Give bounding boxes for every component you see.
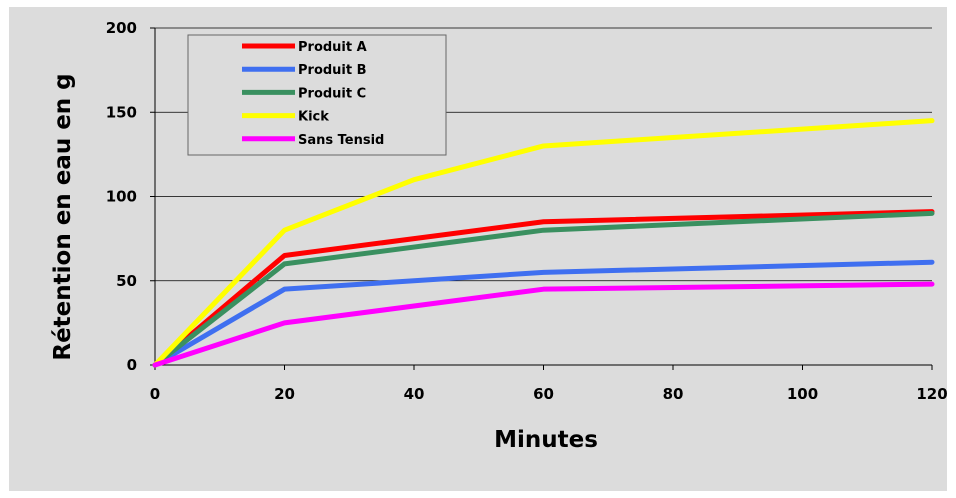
x-axis-title: Minutes <box>494 427 598 453</box>
legend-label-2: Produit C <box>298 86 366 101</box>
legend-label-4: Sans Tensid <box>298 133 384 148</box>
x-tick-label-4: 80 <box>663 385 684 403</box>
x-tick-label-6: 120 <box>916 385 947 403</box>
legend-box <box>187 34 447 156</box>
legend: Produit A Produit B Produit C Kick Sans Tens… <box>187 34 447 156</box>
x-tick-label-5: 100 <box>787 385 818 403</box>
x-tick-label-0: 0 <box>150 385 160 403</box>
x-tick-label-1: 20 <box>274 385 295 403</box>
y-tick-label-3: 150 <box>106 103 137 121</box>
x-tick-label-2: 40 <box>404 385 425 403</box>
series-lines <box>152 118 935 368</box>
grid-lines <box>155 27 932 282</box>
series-line-4 <box>152 281 935 368</box>
y-tick-labels: 0 50 100 150 200 <box>106 19 137 374</box>
y-axis-title: Rétention en eau en g <box>50 73 76 360</box>
y-tick-label-2: 100 <box>106 188 137 206</box>
legend-label-1: Produit B <box>298 63 367 78</box>
series-line-2 <box>152 210 935 368</box>
y-tick-label-0: 0 <box>127 356 137 374</box>
x-tick-labels: 0 20 40 60 80 100 120 <box>150 385 948 403</box>
series-line-1 <box>152 259 935 368</box>
legend-label-3: Kick <box>298 110 329 125</box>
legend-label-0: Produit A <box>298 40 367 55</box>
series-line-0 <box>152 209 935 368</box>
y-tick-label-4: 200 <box>106 19 137 37</box>
x-tick-label-3: 60 <box>533 385 554 403</box>
series-line-3 <box>152 118 935 368</box>
y-tick-label-1: 50 <box>116 272 137 290</box>
